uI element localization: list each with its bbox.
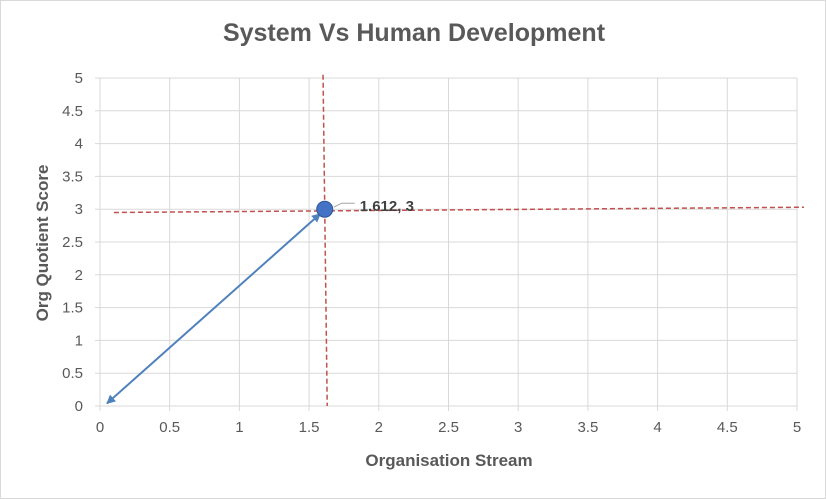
x-axis-label: Organisation Stream	[365, 451, 533, 470]
x-tick-label: 0.5	[159, 419, 180, 436]
y-tick-label: 1	[75, 332, 83, 349]
x-tick-label: 3	[514, 419, 522, 436]
x-tick-label: 5	[793, 419, 801, 436]
y-tick-label: 0	[75, 398, 83, 415]
chart-title: System Vs Human Development	[222, 19, 606, 47]
x-tick-label: 1.5	[299, 419, 320, 436]
data-point	[316, 200, 334, 218]
reference-lines	[113, 74, 804, 407]
vertical-reference-line	[322, 74, 328, 407]
x-tick-label: 4.5	[717, 419, 738, 436]
arrow-layer	[106, 213, 321, 405]
y-tick-label: 3	[75, 201, 83, 218]
y-tick-label: 1.5	[62, 300, 83, 317]
x-tick-label: 1	[235, 419, 243, 436]
horizontal-reference-line	[113, 206, 804, 214]
x-tick-label: 0	[96, 419, 104, 436]
double-arrow	[106, 213, 321, 405]
x-tick-label: 3.5	[577, 419, 598, 436]
y-tick-label: 0.5	[62, 365, 83, 382]
y-tick-label: 4	[75, 136, 83, 153]
data-points: 1.612, 3	[316, 198, 414, 218]
gridlines	[95, 77, 798, 411]
tick-labels: 0 0.5 1 1.5 2 2.5 3 3.5 4 4.5 5 0 0.5 1 1.5 2 2.5 3 3.5 4 4.…	[62, 70, 801, 436]
data-label-leader	[333, 202, 355, 208]
y-tick-label: 5	[75, 70, 83, 87]
y-tick-label: 3.5	[62, 168, 83, 185]
x-tick-label: 2	[375, 419, 383, 436]
y-tick-label: 2.5	[62, 234, 83, 251]
y-tick-label: 2	[75, 267, 83, 284]
data-label: 1.612, 3	[360, 198, 414, 215]
x-tick-label: 2.5	[438, 419, 459, 436]
y-tick-label: 4.5	[62, 103, 83, 120]
x-tick-label: 4	[653, 419, 661, 436]
